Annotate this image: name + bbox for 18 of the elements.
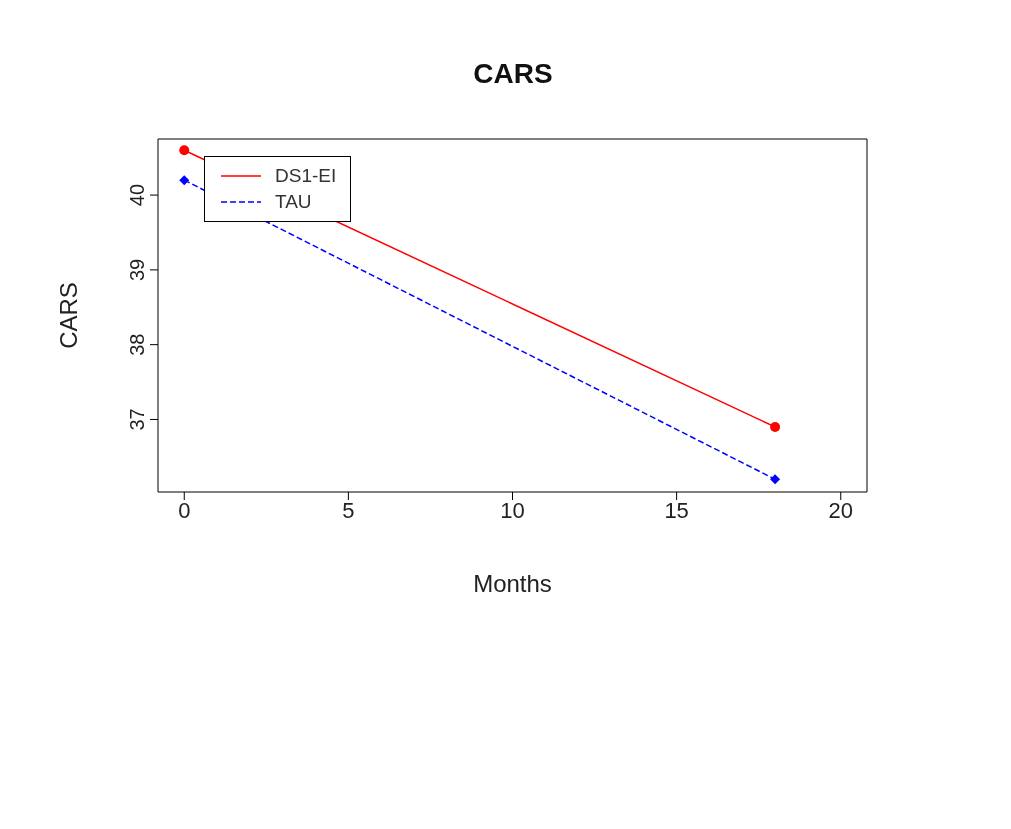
- y-tick-label: 39: [126, 258, 148, 281]
- x-tick-label: 0: [178, 497, 191, 523]
- x-tick-label: 5: [342, 497, 355, 523]
- legend-label: DS1-EI: [275, 165, 337, 187]
- chart-title: CARS: [472, 58, 554, 90]
- point: [179, 175, 190, 186]
- y-axis-title: CARS: [54, 282, 82, 349]
- legend-label: TAU: [275, 191, 312, 213]
- point: [770, 474, 781, 485]
- point: [179, 145, 190, 156]
- x-tick-label: 15: [664, 497, 689, 523]
- x-tick-label: 20: [828, 497, 853, 523]
- x-tick-label: 10: [500, 497, 525, 523]
- y-tick-label: 40: [126, 183, 148, 207]
- point: [770, 421, 781, 432]
- y-tick-label: 37: [126, 408, 148, 431]
- y-tick-label: 38: [126, 333, 148, 356]
- x-axis-title: Months: [473, 570, 552, 597]
